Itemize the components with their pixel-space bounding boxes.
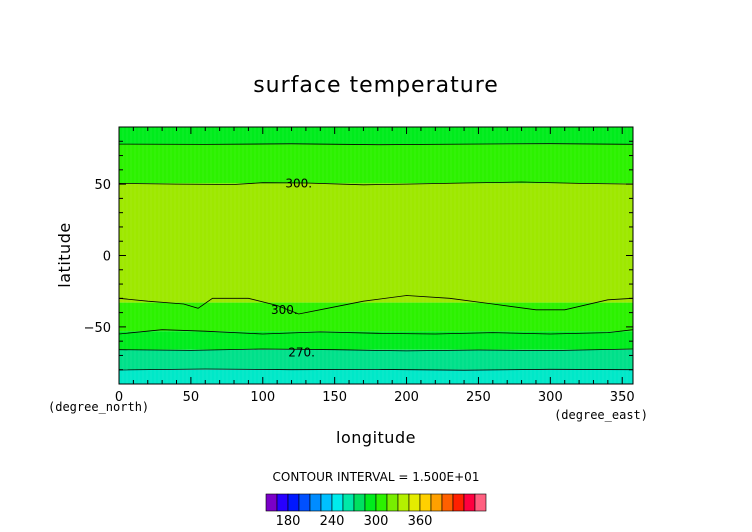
contour-label-1: 300. <box>271 303 298 317</box>
colorbar-swatch-3 <box>298 493 311 512</box>
contour-line-3 <box>118 329 634 335</box>
colorbar-swatch-0 <box>265 493 278 512</box>
colorbar-tick-label: 240 <box>320 514 345 529</box>
x-tick-label: 150 <box>322 390 347 405</box>
contour-lines <box>118 143 634 371</box>
colorbar-swatch-18 <box>463 493 476 512</box>
heatmap-bands <box>118 127 633 384</box>
colorbar-swatch-19 <box>474 493 487 512</box>
y-unit-label: (degree_north) <box>48 400 149 414</box>
contour-label-2: 270. <box>288 346 315 360</box>
x-tick-label: 300 <box>538 390 563 405</box>
contour-line-1 <box>118 181 634 186</box>
x-tick-label: 100 <box>250 390 275 405</box>
y-tick-label: 0 <box>103 250 111 265</box>
colorbar-swatch-14 <box>419 493 432 512</box>
heatmap-band-3 <box>119 302 633 332</box>
colorbar-swatch-9 <box>364 493 377 512</box>
y-tick-label: −50 <box>84 321 111 336</box>
contour-line-2 <box>118 295 634 315</box>
colorbar-swatch-6 <box>331 493 344 512</box>
colorbar-swatch-7 <box>342 493 355 512</box>
colorbar: 180 240 300 360 <box>265 493 487 529</box>
heatmap-band-0 <box>119 127 633 145</box>
x-axis: 0 50 100 150 200 250 300 350 <box>115 127 635 405</box>
x-tick-label: 350 <box>610 390 635 405</box>
contour-interval-text: CONTOUR INTERVAL = 1.500E+01 <box>273 470 480 484</box>
colorbar-swatch-11 <box>386 493 399 512</box>
colorbar-swatch-8 <box>353 493 366 512</box>
colorbar-tick-label: 180 <box>276 514 301 529</box>
colorbar-swatch-13 <box>408 493 421 512</box>
x-tick-label: 200 <box>394 390 419 405</box>
colorbar-swatch-1 <box>276 493 289 512</box>
colorbar-swatch-12 <box>397 493 410 512</box>
colorbar-tick-label: 360 <box>408 514 433 529</box>
x-axis-label: longitude <box>336 428 416 447</box>
colorbar-tick-label: 300 <box>364 514 389 529</box>
colorbar-swatch-15 <box>430 493 443 512</box>
colorbar-swatch-2 <box>287 493 300 512</box>
x-unit-label: (degree_east) <box>554 408 648 422</box>
contour-labels: 300. 300. 270. <box>271 176 315 360</box>
contour-line-5 <box>118 368 634 371</box>
chart-title: surface temperature <box>253 73 499 98</box>
colorbar-swatch-17 <box>452 493 465 512</box>
contour-line-4 <box>118 348 634 352</box>
colorbar-swatch-10 <box>375 493 388 512</box>
heatmap-band-2 <box>119 183 633 303</box>
x-tick-label: 250 <box>466 390 491 405</box>
heatmap-band-4 <box>119 331 633 350</box>
y-axis: −50 0 50 <box>84 126 633 385</box>
heatmap-band-5 <box>119 349 633 370</box>
y-tick-label: 50 <box>94 178 111 193</box>
colorbar-swatch-4 <box>309 493 322 512</box>
contour-label-0: 300. <box>285 176 312 190</box>
heatmap-band-1 <box>119 144 633 184</box>
colorbar-swatch-16 <box>441 493 454 512</box>
colorbar-swatch-5 <box>320 493 333 512</box>
x-tick-label: 50 <box>183 390 200 405</box>
contour-line-0 <box>118 143 634 146</box>
x-tick-label: 0 <box>115 390 123 405</box>
y-axis-label: latitude <box>55 222 74 287</box>
heatmap-band-6 <box>119 369 633 384</box>
